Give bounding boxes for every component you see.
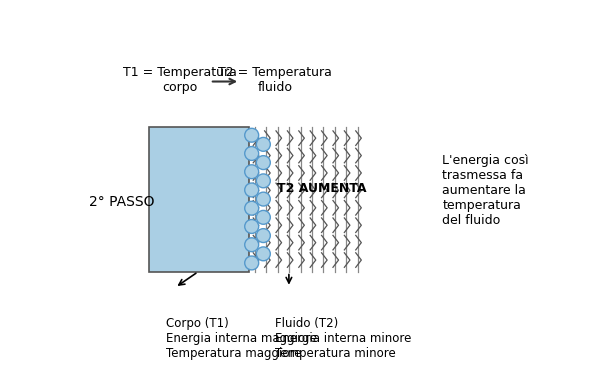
Text: T1 = Temperatura
corpo: T1 = Temperatura corpo	[122, 66, 236, 94]
Text: L'energia così
trasmessa fa
aumentare la
temperatura
del fluido: L'energia così trasmessa fa aumentare la…	[442, 154, 529, 227]
Ellipse shape	[256, 192, 271, 206]
Text: Corpo (T1)
Energia interna maggiore
Temperatura maggiore: Corpo (T1) Energia interna maggiore Temp…	[166, 317, 317, 360]
Ellipse shape	[245, 219, 259, 233]
Text: T2 = Temperatura
fluido: T2 = Temperatura fluido	[218, 66, 332, 94]
Ellipse shape	[245, 183, 259, 197]
Ellipse shape	[245, 238, 259, 251]
Ellipse shape	[245, 147, 259, 160]
Ellipse shape	[256, 138, 271, 151]
Ellipse shape	[256, 156, 271, 170]
Ellipse shape	[245, 128, 259, 142]
Ellipse shape	[256, 229, 271, 242]
Ellipse shape	[256, 210, 271, 224]
Ellipse shape	[245, 256, 259, 270]
Ellipse shape	[256, 174, 271, 188]
Ellipse shape	[245, 201, 259, 215]
Bar	[149, 127, 250, 272]
Text: Fluido (T2)
Energia interna minore
Temperatura minore: Fluido (T2) Energia interna minore Tempe…	[275, 317, 412, 360]
Ellipse shape	[245, 165, 259, 179]
Text: T2 AUMENTA: T2 AUMENTA	[277, 182, 367, 195]
Ellipse shape	[256, 247, 271, 261]
Text: 2° PASSO: 2° PASSO	[89, 195, 154, 209]
